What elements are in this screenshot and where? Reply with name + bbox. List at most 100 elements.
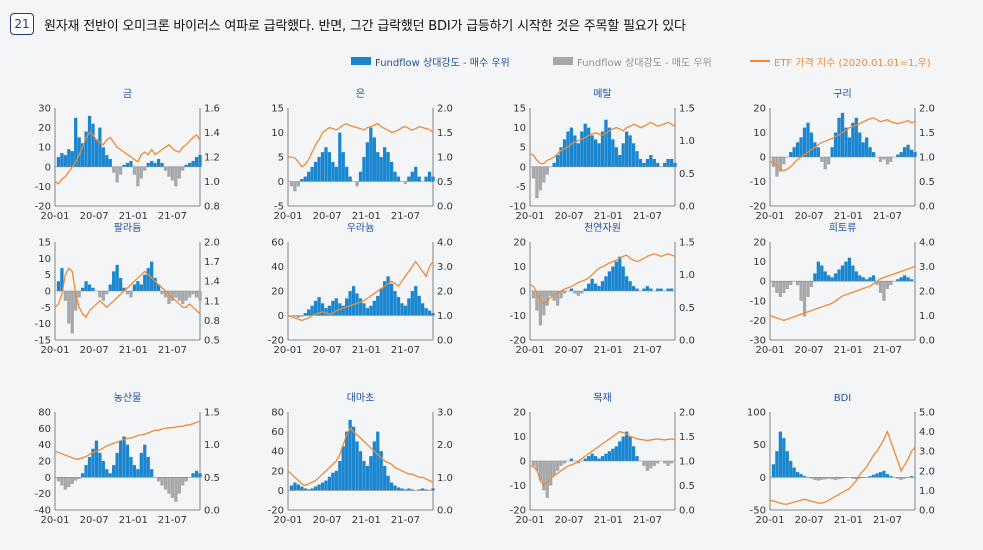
flow-buy-bar xyxy=(293,482,297,491)
y-tick-label-right: 2.0 xyxy=(679,408,695,419)
flow-buy-bar xyxy=(379,451,383,491)
flow-buy-bar xyxy=(143,444,147,478)
flow-buy-bar xyxy=(417,176,421,182)
flow-buy-bar xyxy=(334,470,338,491)
flow-buy-bar xyxy=(327,476,332,491)
y-tick-label-right: 1.0 xyxy=(679,270,695,281)
flow-buy-bar xyxy=(383,147,387,182)
y-tick-label-right: 1.0 xyxy=(204,177,220,188)
flow-buy-bar xyxy=(84,465,88,478)
flow-buy-bar xyxy=(427,171,432,182)
legend-sell: Fundflow 상대강도 - 매도 우위 xyxy=(553,54,712,69)
x-tick-label: 20-07 xyxy=(80,211,109,222)
flow-sell-bar xyxy=(538,461,542,481)
chart-title: 농산물 xyxy=(114,392,142,404)
flow-buy-bar xyxy=(614,446,618,461)
flow-buy-bar xyxy=(67,149,71,167)
flow-sell-bar xyxy=(809,477,814,479)
y-tick-label-right: 2.0 xyxy=(919,104,935,115)
y-tick-label-right: 0.5 xyxy=(437,177,453,188)
flow-sell-bar xyxy=(823,157,827,170)
flow-buy-bar xyxy=(410,489,414,491)
flow-buy-bar xyxy=(587,456,591,461)
flow-buy-bar xyxy=(122,164,126,167)
x-tick-label: 21-01 xyxy=(594,211,623,222)
legend-buy-label: Fundflow 상대강도 - 매수 우위 xyxy=(375,57,510,69)
flow-buy-bar xyxy=(108,473,112,478)
flow-buy-bar xyxy=(307,171,311,182)
flow-buy-bar xyxy=(882,470,886,478)
x-tick-label: 21-01 xyxy=(834,515,863,526)
y-tick-label-left: 10 xyxy=(513,123,526,134)
chart-title: 우라늄 xyxy=(347,222,375,234)
chart-panel: 천연자원 20 10 0 -10 -20 1.5 1.0 0.5 0.0 20-01 20-07 21-… xyxy=(510,222,695,356)
flow-sell-bar xyxy=(896,477,900,479)
flow-buy-bar xyxy=(369,456,373,491)
flow-buy-bar xyxy=(407,298,411,316)
flow-buy-bar xyxy=(569,458,574,461)
flow-buy-bar xyxy=(115,264,119,291)
flow-sell-bar xyxy=(642,461,646,466)
y-tick-label-left: 5 xyxy=(45,270,51,281)
flow-sell-bar xyxy=(669,461,674,464)
chart-panel: 팔라듐 15 10 5 0 -5 -10 -15 2.0 1.7 1.4 1.1 0.8 0.5 20-01… xyxy=(35,222,220,356)
flow-buy-bar xyxy=(827,275,831,282)
flow-buy-bar xyxy=(310,488,314,491)
flow-buy-bar xyxy=(635,151,639,167)
y-tick-label-left: 15 xyxy=(38,238,51,249)
flow-buy-bar xyxy=(118,440,123,478)
flow-buy-bar xyxy=(621,266,625,291)
flow-buy-bar xyxy=(320,303,325,316)
y-tick-label-left: -20 xyxy=(510,506,526,517)
flow-buy-bar xyxy=(194,470,199,478)
flow-sell-bar xyxy=(129,291,133,298)
x-tick-label: 20-07 xyxy=(555,345,584,356)
y-tick-label-left: 0 xyxy=(760,153,766,164)
flow-buy-bar xyxy=(125,444,130,478)
flow-sell-bar xyxy=(562,291,567,294)
figure-number: 21 xyxy=(10,13,34,35)
flow-buy-bar xyxy=(98,452,102,478)
flow-buy-bar xyxy=(604,119,608,167)
flow-buy-bar xyxy=(317,157,321,182)
y-tick-label-right: 1.5 xyxy=(437,128,453,139)
flow-sell-bar xyxy=(163,477,168,490)
flow-buy-bar xyxy=(389,482,394,491)
flow-buy-bar xyxy=(188,162,192,167)
flow-sell-bar xyxy=(181,166,185,171)
flow-buy-bar xyxy=(351,286,356,316)
flow-buy-bar xyxy=(593,456,598,461)
y-tick-label-left: 15 xyxy=(513,104,526,115)
flow-sell-bar xyxy=(813,477,817,480)
flow-buy-bar xyxy=(334,298,338,316)
y-tick-label-right: 0.5 xyxy=(204,473,220,484)
flow-buy-bar xyxy=(77,137,81,167)
flow-buy-bar xyxy=(313,161,318,182)
y-tick-label-right: 2.0 xyxy=(204,238,220,249)
flow-buy-bar xyxy=(150,469,154,478)
flow-buy-bar xyxy=(310,166,314,182)
flow-buy-bar xyxy=(372,137,376,182)
y-tick-label-left: 0 xyxy=(520,457,526,468)
flow-sell-bar xyxy=(878,157,883,162)
x-tick-label: 20-01 xyxy=(273,345,302,356)
flow-buy-bar xyxy=(587,283,591,291)
flow-buy-bar xyxy=(365,142,370,182)
flow-sell-bar xyxy=(545,461,549,498)
flow-sell-bar xyxy=(545,291,549,306)
flow-buy-bar xyxy=(858,132,862,157)
flow-sell-bar xyxy=(795,281,800,286)
flow-buy-bar xyxy=(614,147,618,167)
flow-buy-bar xyxy=(396,297,401,316)
flow-sell-bar xyxy=(67,291,71,324)
y-tick-label-left: -20 xyxy=(268,506,284,517)
flow-buy-bar xyxy=(351,426,356,491)
y-tick-label-right: 1.6 xyxy=(204,104,220,115)
flow-sell-bar xyxy=(63,291,67,301)
chart-panel: 대마초 80 60 40 20 0 -20 3.0 2.0 1.0 0.0 20-01 20-07 21-… xyxy=(268,392,453,526)
flow-buy-bar xyxy=(816,147,820,157)
flow-buy-bar xyxy=(300,179,304,182)
flow-buy-bar xyxy=(389,161,394,182)
flow-buy-bar xyxy=(84,281,88,291)
flow-buy-bar xyxy=(621,436,625,461)
